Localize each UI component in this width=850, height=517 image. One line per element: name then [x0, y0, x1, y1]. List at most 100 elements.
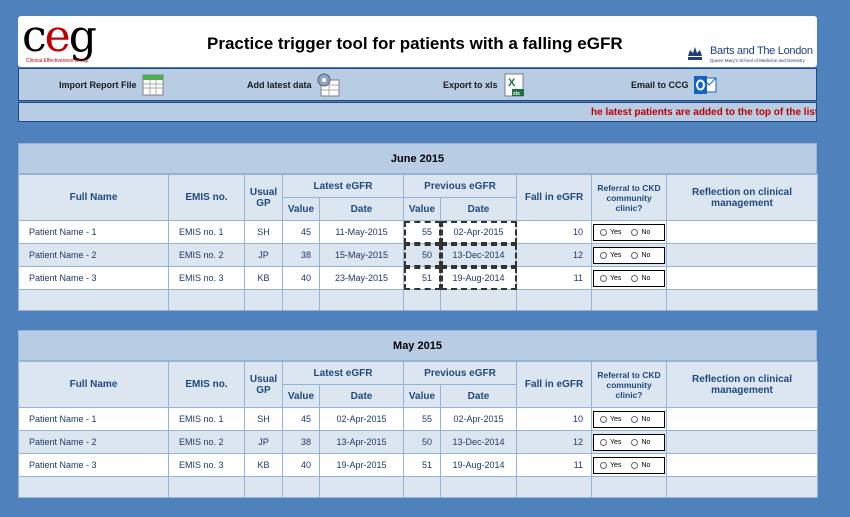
fall-cell[interactable]: 11 [516, 266, 593, 290]
empty-cell[interactable] [591, 476, 668, 498]
referral-yes-radio[interactable]: Yes [600, 438, 621, 446]
reflection-cell[interactable] [666, 266, 819, 290]
reflection-cell[interactable] [666, 220, 819, 244]
empty-cell[interactable] [168, 476, 245, 498]
gp-cell[interactable]: JP [244, 243, 283, 267]
emis-cell[interactable]: EMIS no. 3 [168, 266, 245, 290]
gp-cell[interactable]: SH [244, 407, 283, 431]
empty-cell[interactable] [319, 476, 404, 498]
referral-no-radio[interactable]: No [631, 251, 650, 259]
empty-row [18, 476, 819, 498]
app-header: ceg Clinical Effectiveness Group Practic… [18, 15, 817, 67]
fall-cell[interactable]: 12 [516, 243, 593, 267]
referral-no-radio[interactable]: No [631, 461, 650, 469]
reflection-cell[interactable] [666, 243, 819, 267]
referral-cell: Yes No [591, 453, 668, 477]
referral-yes-radio[interactable]: Yes [600, 274, 621, 282]
emis-cell[interactable]: EMIS no. 3 [168, 453, 245, 477]
month-section: June 2015 Full Name EMIS no. Usual GP La… [18, 143, 819, 311]
latest-date-cell[interactable]: 23-May-2015 [319, 266, 404, 290]
latest-value-cell[interactable]: 40 [282, 266, 320, 290]
empty-cell[interactable] [244, 476, 283, 498]
emis-cell[interactable]: EMIS no. 1 [168, 407, 245, 431]
latest-value-cell[interactable]: 45 [282, 220, 320, 244]
referral-yes-radio[interactable]: Yes [600, 251, 621, 259]
empty-cell[interactable] [18, 289, 169, 311]
empty-cell[interactable] [403, 476, 441, 498]
empty-cell[interactable] [282, 476, 320, 498]
referral-yes-radio[interactable]: Yes [600, 461, 621, 469]
reflection-cell[interactable] [666, 453, 819, 477]
empty-cell[interactable] [439, 476, 518, 498]
empty-cell[interactable] [516, 476, 593, 498]
patient-name-cell[interactable]: Patient Name - 2 [18, 243, 169, 267]
referral-no-radio[interactable]: No [631, 438, 650, 446]
patient-name-cell[interactable]: Patient Name - 3 [18, 453, 169, 477]
previous-value-cell[interactable]: 51 [403, 453, 441, 477]
latest-date-cell[interactable]: 19-Apr-2015 [319, 453, 404, 477]
latest-value-cell[interactable]: 38 [282, 430, 320, 454]
referral-yes-radio[interactable]: Yes [600, 228, 621, 236]
referral-radio-group: Yes No [593, 410, 666, 428]
empty-cell[interactable] [591, 289, 668, 311]
emis-cell[interactable]: EMIS no. 2 [168, 243, 245, 267]
patient-name-cell[interactable]: Patient Name - 1 [18, 407, 169, 431]
latest-date-cell[interactable]: 13-Apr-2015 [319, 430, 404, 454]
empty-cell[interactable] [666, 289, 819, 311]
gp-cell[interactable]: SH [244, 220, 283, 244]
gp-cell[interactable]: KB [244, 453, 283, 477]
latest-date-cell[interactable]: 15-May-2015 [319, 243, 404, 267]
previous-value-cell[interactable]: 50 [403, 430, 441, 454]
export-xls-button[interactable]: Export to xls X xls [443, 69, 527, 100]
previous-date-cell[interactable]: 19-Aug-2014 [439, 266, 518, 290]
previous-value-cell[interactable]: 55 [403, 407, 441, 431]
gp-cell[interactable]: KB [244, 266, 283, 290]
patient-name-cell[interactable]: Patient Name - 1 [18, 220, 169, 244]
fall-cell[interactable]: 11 [516, 453, 593, 477]
col-previous-egfr: Previous eGFR [402, 174, 518, 198]
empty-cell[interactable] [244, 289, 283, 311]
latest-date-cell[interactable]: 11-May-2015 [319, 220, 404, 244]
gp-cell[interactable]: JP [244, 430, 283, 454]
empty-cell[interactable] [18, 476, 169, 498]
referral-no-radio[interactable]: No [631, 274, 650, 282]
fall-cell[interactable]: 10 [516, 407, 593, 431]
empty-cell[interactable] [666, 476, 819, 498]
fall-cell[interactable]: 10 [516, 220, 593, 244]
referral-yes-radio[interactable]: Yes [600, 415, 621, 423]
latest-date-cell[interactable]: 02-Apr-2015 [319, 407, 404, 431]
fall-cell[interactable]: 12 [516, 430, 593, 454]
empty-cell[interactable] [168, 289, 245, 311]
previous-date-cell[interactable]: 13-Dec-2014 [439, 243, 518, 267]
emis-cell[interactable]: EMIS no. 1 [168, 220, 245, 244]
previous-value-cell[interactable]: 51 [403, 266, 441, 290]
previous-value-cell[interactable]: 55 [403, 220, 441, 244]
latest-value-cell[interactable]: 40 [282, 453, 320, 477]
reflection-cell[interactable] [666, 407, 819, 431]
empty-cell[interactable] [319, 289, 404, 311]
empty-cell[interactable] [439, 289, 518, 311]
patient-name-cell[interactable]: Patient Name - 2 [18, 430, 169, 454]
barts-logo: Barts and The London Queen Mary's School… [684, 44, 814, 66]
previous-date-cell[interactable]: 19-Aug-2014 [439, 453, 518, 477]
previous-date-cell[interactable]: 02-Apr-2015 [439, 407, 518, 431]
empty-cell[interactable] [403, 289, 441, 311]
emis-cell[interactable]: EMIS no. 2 [168, 430, 245, 454]
referral-cell: Yes No [591, 243, 668, 267]
empty-cell[interactable] [516, 289, 593, 311]
empty-cell[interactable] [282, 289, 320, 311]
previous-date-cell[interactable]: 02-Apr-2015 [439, 220, 518, 244]
email-ccg-button[interactable]: Email to CCG [631, 69, 718, 100]
reflection-cell[interactable] [666, 430, 819, 454]
referral-no-radio[interactable]: No [631, 228, 650, 236]
referral-no-radio[interactable]: No [631, 415, 650, 423]
previous-date-cell[interactable]: 13-Dec-2014 [439, 430, 518, 454]
latest-value-cell[interactable]: 38 [282, 243, 320, 267]
latest-value-cell[interactable]: 45 [282, 407, 320, 431]
previous-value-cell[interactable]: 50 [403, 243, 441, 267]
add-latest-data-button[interactable]: Add latest data [247, 69, 341, 100]
import-report-button[interactable]: Import Report File [59, 69, 166, 100]
patients-table: Full Name EMIS no. Usual GP Latest eGFR … [18, 361, 819, 498]
col-latest-date: Date [319, 197, 404, 221]
patient-name-cell[interactable]: Patient Name - 3 [18, 266, 169, 290]
